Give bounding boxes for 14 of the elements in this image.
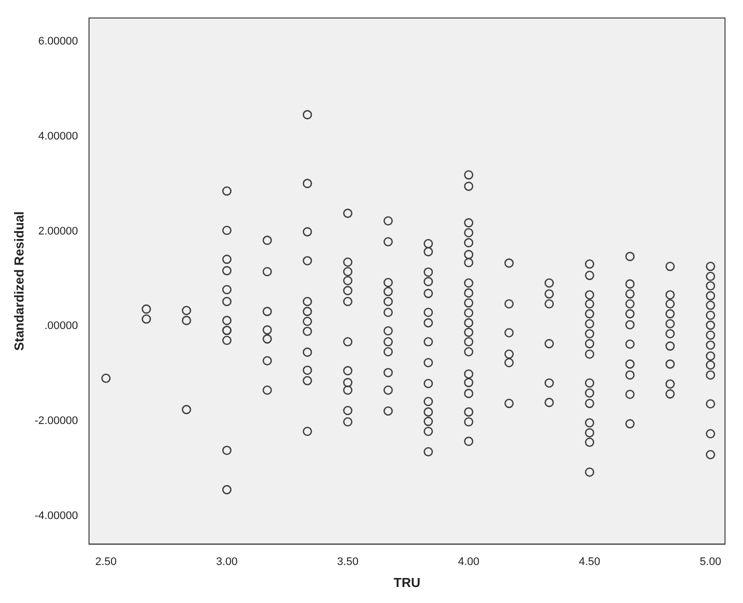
x-tick-label: 4.50	[578, 556, 600, 568]
x-tick-label: 4.00	[458, 556, 480, 568]
x-tick-label: 3.50	[337, 556, 358, 568]
y-tick-label: 4.00000	[38, 130, 78, 143]
y-tick-label: -4.00000	[34, 510, 78, 522]
x-tick-label: 2.50	[95, 556, 117, 568]
y-tick-label: 2.00000	[38, 225, 78, 238]
y-axis-title: Standardized Residual	[11, 211, 26, 351]
y-tick-label: .00000	[44, 320, 78, 332]
x-axis-title: TRU	[394, 574, 420, 590]
x-tick-label: 3.00	[216, 556, 238, 568]
y-tick-label: -2.00000	[34, 414, 78, 427]
x-tick-label: 5.00	[700, 556, 722, 568]
y-tick-label: 6.00000	[38, 36, 78, 48]
